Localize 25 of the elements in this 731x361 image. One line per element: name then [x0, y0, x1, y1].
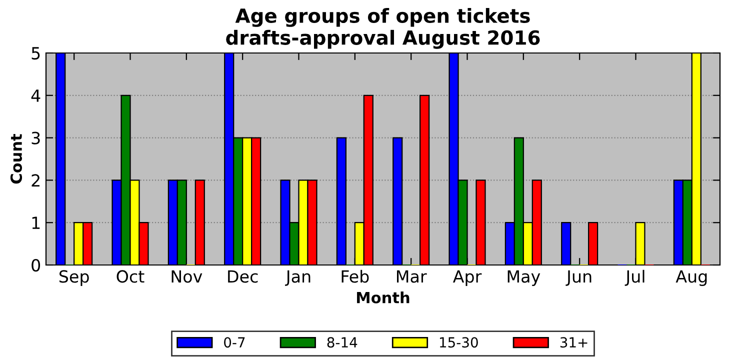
legend-label: 0-7 — [224, 337, 245, 348]
y-tick-label: 1 — [32, 216, 40, 229]
x-tick-label: Oct — [116, 270, 144, 283]
x-tick-label: Mar — [396, 270, 427, 283]
x-tick-label: May — [508, 270, 540, 286]
x-tick-label: Dec — [228, 270, 258, 283]
x-tick-label: Jul — [624, 270, 644, 286]
y-tick-label: 2 — [32, 174, 40, 187]
x-tick-label: Feb — [342, 270, 369, 283]
y-axis-title: Count — [10, 134, 22, 184]
y-tick-label: 3 — [32, 132, 40, 144]
y-tick-label: 0 — [32, 258, 40, 272]
y-tick-label: 5 — [32, 47, 40, 60]
y-tick-label: 4 — [31, 90, 40, 102]
x-tick-label: Sep — [59, 270, 89, 286]
x-tick-label: Jun — [566, 270, 592, 286]
legend-label: 15-30 — [440, 337, 478, 348]
legend-label: 31+ — [560, 337, 588, 348]
x-axis-title: Month — [357, 292, 410, 304]
x-tick-label: Jan — [285, 270, 310, 286]
chart-title: Age groups of open tickets drafts-approval August 2016 — [226, 8, 540, 49]
x-tick-label: Nov — [172, 270, 202, 283]
legend-label: 8-14 — [327, 337, 358, 348]
x-tick-label: Apr — [452, 270, 482, 286]
x-tick-label: Aug — [676, 270, 707, 286]
